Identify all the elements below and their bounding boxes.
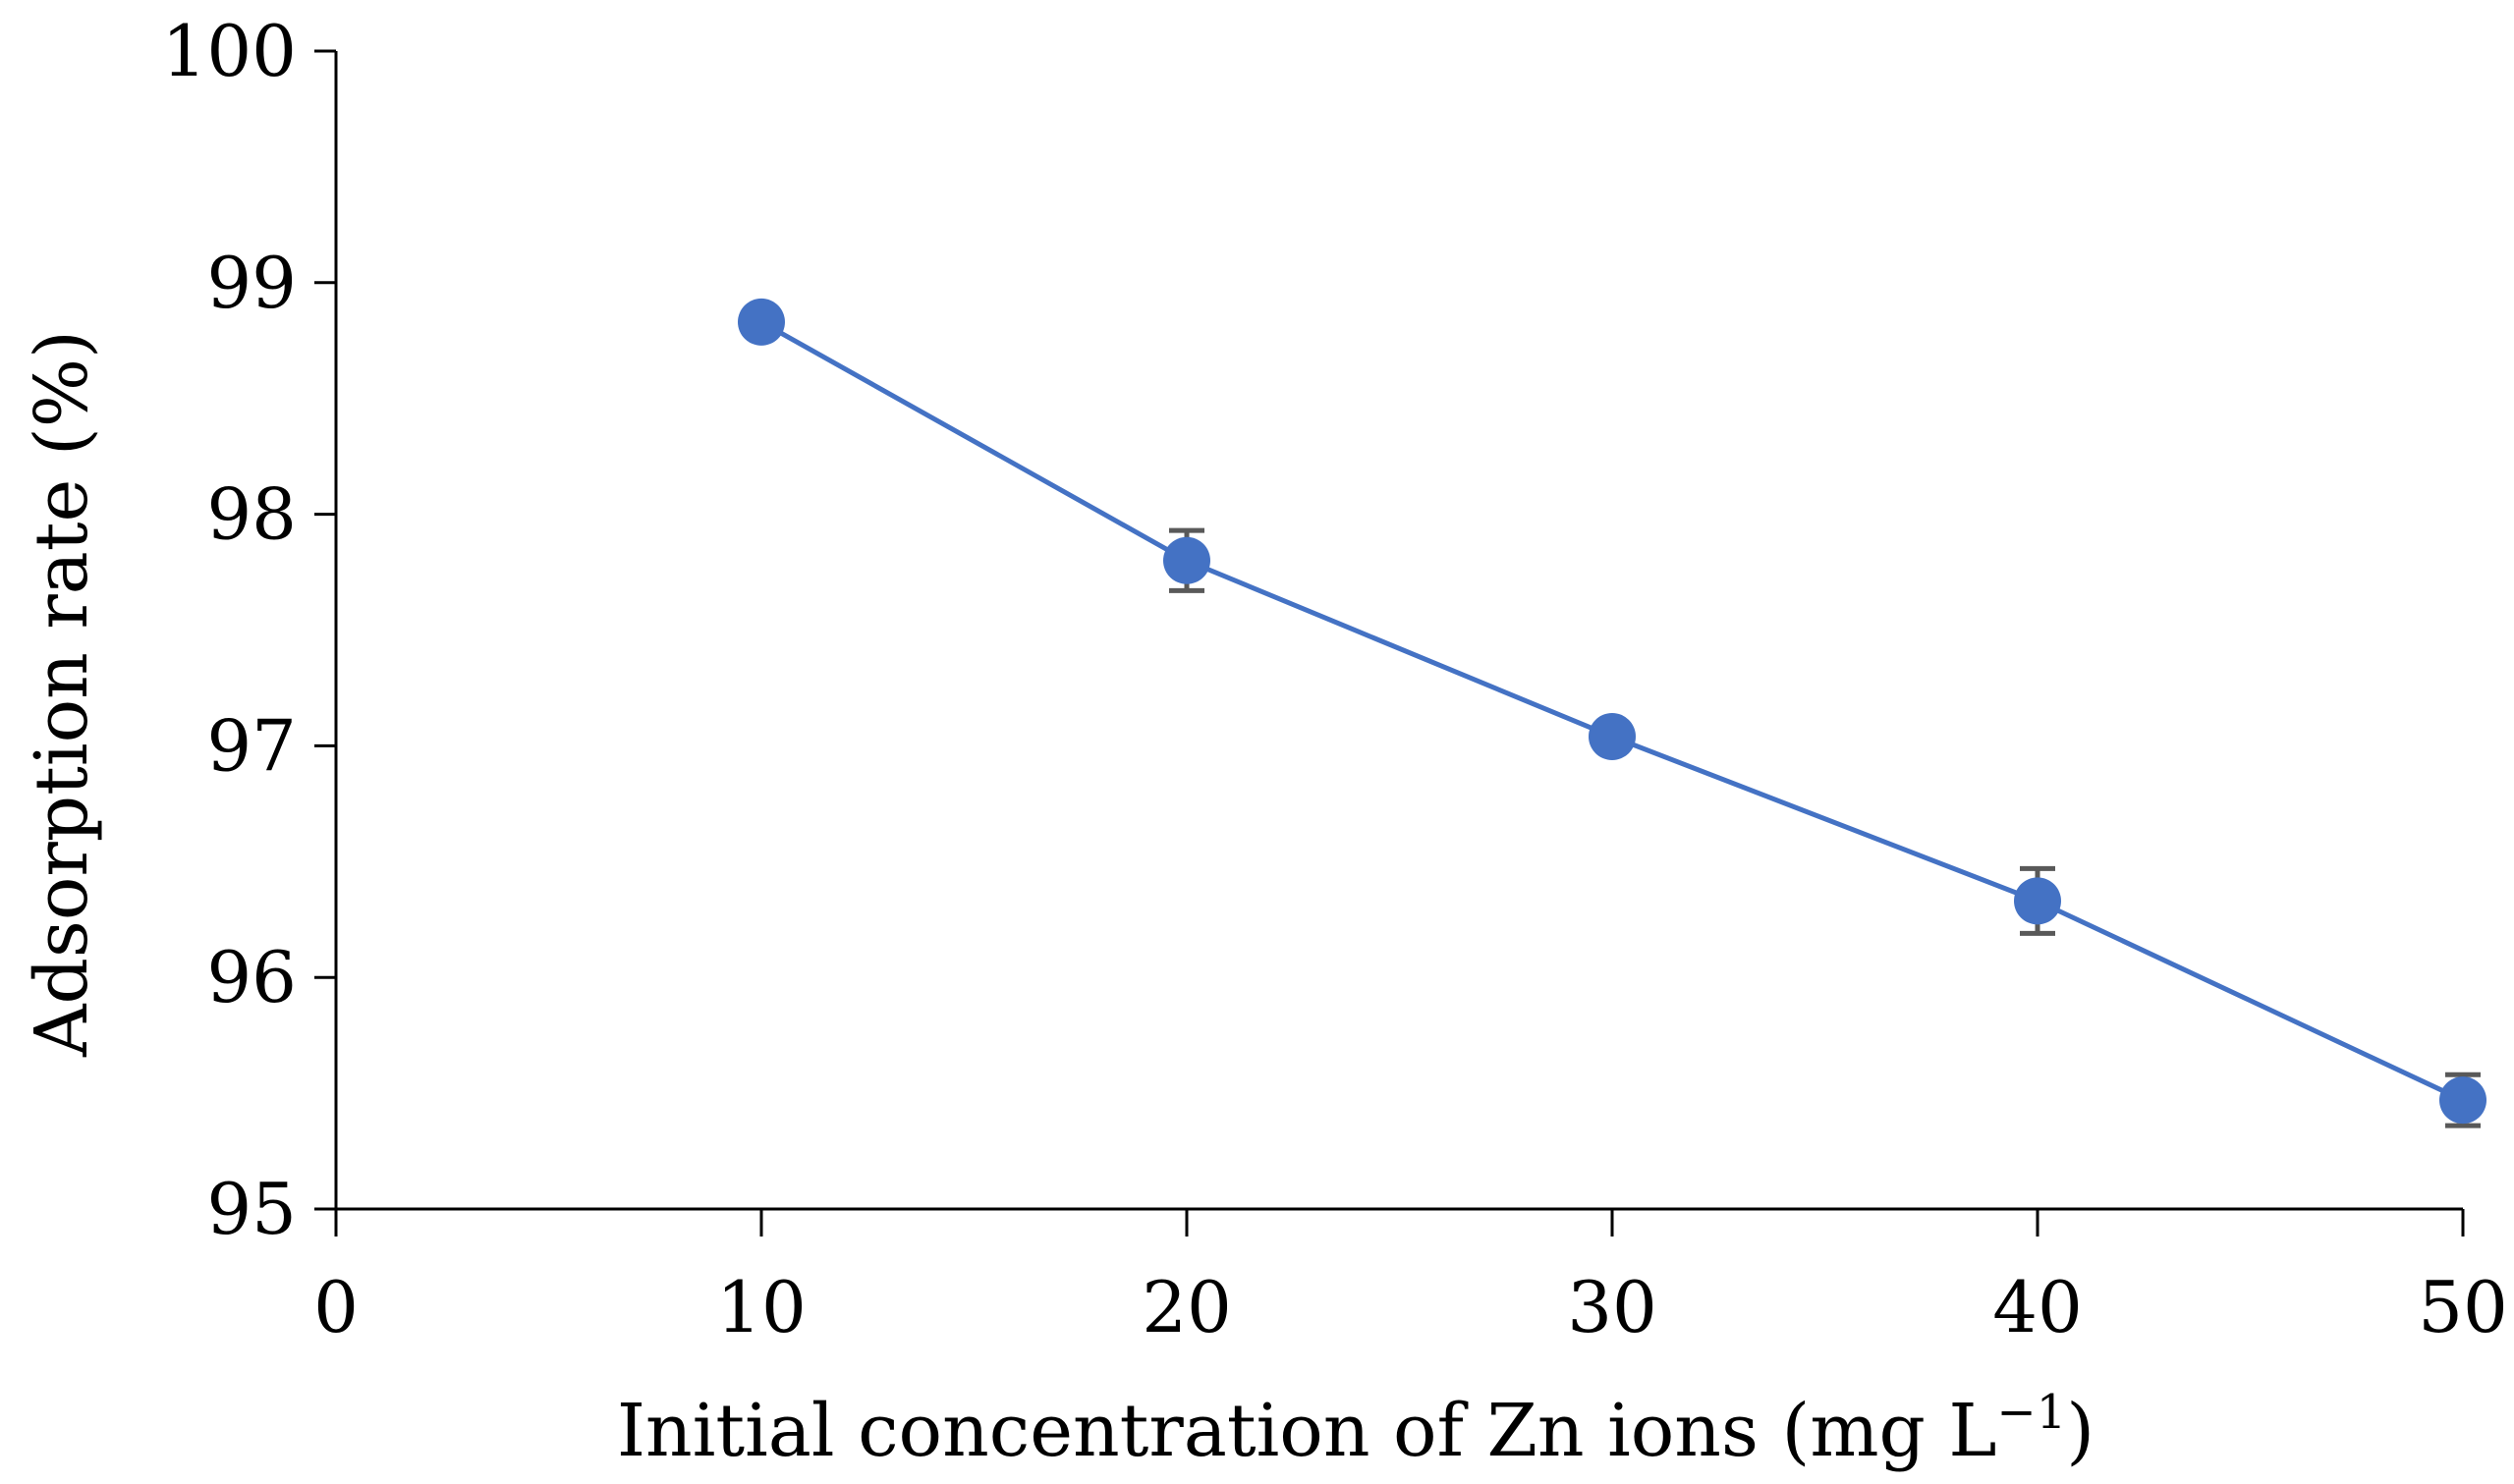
x-tick-label: 40 xyxy=(1992,1266,2083,1348)
x-tick-label: 20 xyxy=(1142,1266,1232,1348)
data-point xyxy=(1163,536,1210,584)
y-tick-label: 95 xyxy=(206,1168,297,1250)
x-tick-label: 30 xyxy=(1567,1266,1657,1348)
y-tick-label: 97 xyxy=(206,704,297,787)
axes xyxy=(334,51,2463,1211)
y-tick-label: 98 xyxy=(206,473,297,556)
x-axis-title: Initial concentration of Zn ions (mg L−1… xyxy=(617,1385,2095,1473)
x-axis-title-superscript: −1 xyxy=(1997,1385,2067,1440)
data-point xyxy=(2439,1076,2486,1125)
y-tick-label: 100 xyxy=(162,10,297,92)
data-point xyxy=(2014,877,2061,925)
x-axis-title-main: Initial concentration of Zn ions (mg L xyxy=(617,1389,1997,1473)
series-layer xyxy=(738,298,2486,1128)
y-axis-title: Adsorption rate (%) xyxy=(20,330,104,1058)
series-line xyxy=(759,319,2465,1103)
x-tick-label: 0 xyxy=(313,1266,359,1348)
x-tick-label: 10 xyxy=(716,1266,807,1348)
x-tick-label: 50 xyxy=(2418,1266,2508,1348)
y-ticks: 95 96 97 98 99 100 xyxy=(162,10,336,1250)
data-point xyxy=(1589,712,1636,760)
y-tick-label: 96 xyxy=(206,936,297,1018)
x-ticks: 0 10 20 30 40 50 xyxy=(313,1209,2508,1348)
x-axis-title-suffix: ) xyxy=(2066,1389,2095,1473)
data-point xyxy=(738,298,785,346)
y-tick-label: 99 xyxy=(206,242,297,324)
